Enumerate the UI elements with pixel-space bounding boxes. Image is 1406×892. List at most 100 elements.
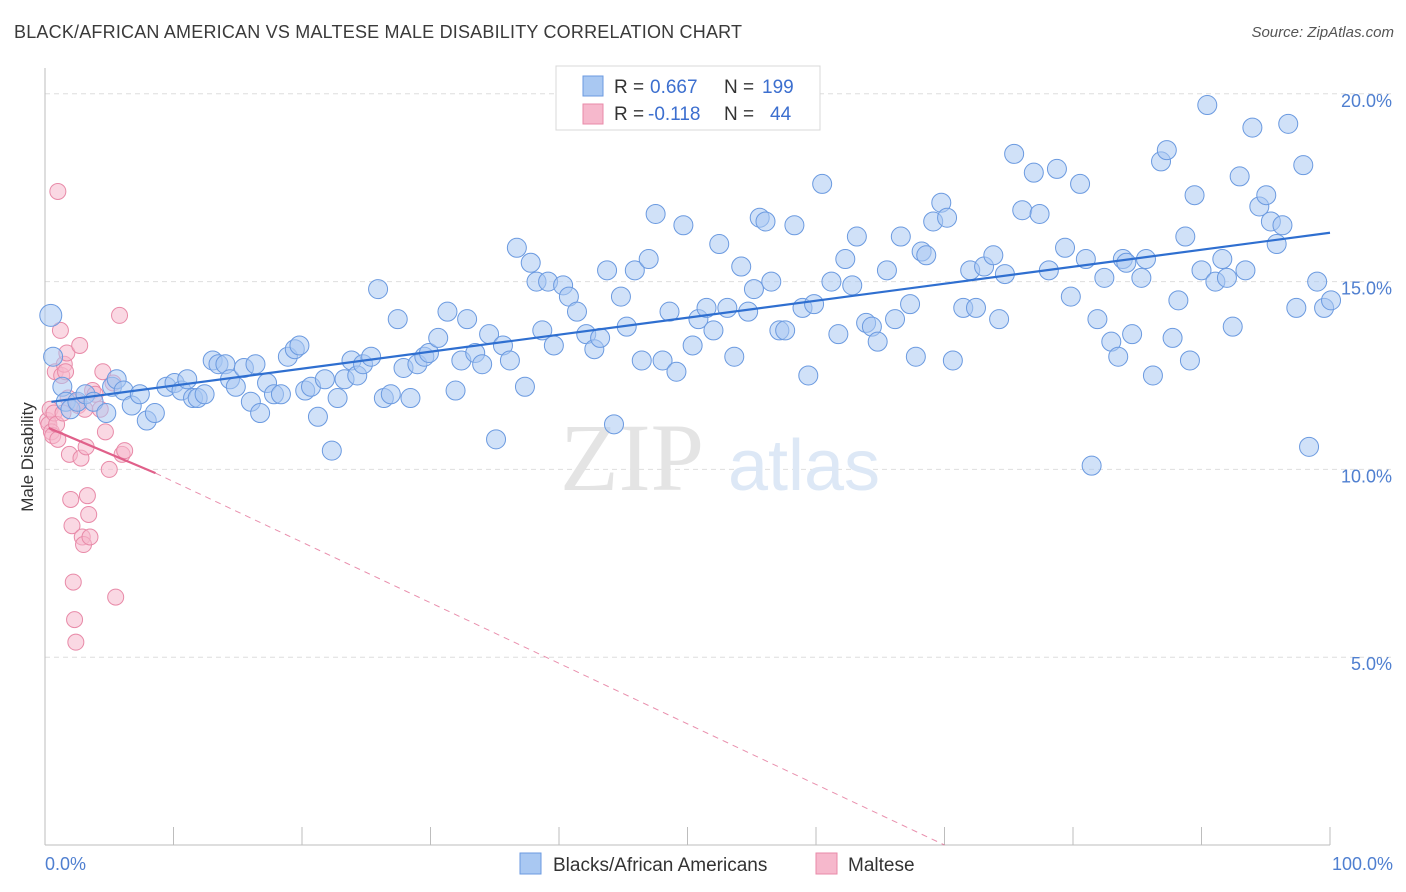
blacks-african-americans-point	[1116, 252, 1137, 273]
blacks-african-americans-point	[631, 350, 652, 371]
blacks-african-americans-point	[368, 279, 389, 300]
blacks-african-americans-point	[250, 403, 271, 424]
blacks-african-americans-point	[755, 211, 776, 232]
blacks-african-americans-point	[1029, 203, 1050, 224]
blacks-african-americans-point	[876, 260, 897, 281]
blacks-african-americans-point	[457, 309, 478, 330]
maltese-point	[51, 321, 69, 339]
blacks-african-americans-point	[144, 403, 165, 424]
blacks-african-americans-trend-line	[51, 231, 1331, 403]
blacks-african-americans-point	[1212, 249, 1233, 270]
y-tick-label-2: 15.0%	[1341, 279, 1392, 299]
blacks-african-americans-point	[682, 335, 703, 356]
blacks-african-americans-point	[842, 275, 863, 296]
blacks-african-americans-point	[1162, 327, 1183, 348]
blacks-african-americans-point	[603, 414, 624, 435]
blacks-african-americans-point	[1131, 267, 1152, 288]
blacks-african-americans-point	[1046, 158, 1067, 179]
blacks-african-americans-point	[1156, 140, 1177, 161]
blacks-african-americans-point	[673, 215, 694, 236]
maltese-point	[67, 633, 85, 651]
blacks-african-americans-point	[828, 324, 849, 345]
blacks-african-americans-point	[1179, 350, 1200, 371]
maltese-trend-line	[48, 427, 156, 475]
blacks-african-americans-point	[867, 331, 888, 352]
x-tick-label-0: 0.0%	[45, 854, 86, 874]
blacks-african-americans-point	[514, 376, 535, 397]
blacks-african-americans-point	[989, 309, 1010, 330]
blacks-african-americans-point	[43, 346, 64, 367]
blacks-african-americans-point	[437, 301, 458, 322]
legend-n-value-1: 199	[762, 77, 794, 98]
blacks-african-americans-point	[225, 376, 246, 397]
y-tick-label-3: 20.0%	[1341, 91, 1392, 111]
maltese-point	[78, 487, 96, 505]
legend-swatch-blue	[582, 75, 604, 97]
x-tick-label-1: 100.0%	[1332, 854, 1393, 874]
legend-n-label-2: N =	[724, 104, 754, 125]
blacks-african-americans-point	[890, 226, 911, 247]
blacks-african-americans-point	[784, 215, 805, 236]
maltese-points	[39, 182, 134, 651]
blacks-african-americans-point	[1081, 455, 1102, 476]
blacks-african-americans-point	[724, 346, 745, 367]
blacks-african-americans-point	[638, 249, 659, 270]
blacks-african-americans-point	[96, 403, 117, 424]
blacks-african-americans-point	[1087, 309, 1108, 330]
legend-r-value-2: -0.118	[648, 104, 700, 125]
legend-n-value-2: 44	[770, 104, 792, 125]
blacks-african-americans-point	[1055, 237, 1076, 258]
blacks-african-americans-point	[1321, 290, 1342, 311]
maltese-point	[62, 490, 80, 508]
blacks-african-americans-point	[1191, 260, 1212, 281]
blacks-african-americans-point	[543, 335, 564, 356]
blacks-african-americans-point	[821, 271, 842, 292]
blacks-african-americans-point	[1070, 173, 1091, 194]
blacks-african-americans-point	[717, 297, 738, 318]
watermark-zip: ZIP	[560, 404, 704, 511]
blacks-african-americans-point	[1242, 117, 1263, 138]
blacks-african-americans-point	[846, 226, 867, 247]
blacks-african-americans-point	[499, 350, 520, 371]
maltese-trend-extension	[155, 472, 945, 846]
blacks-african-americans-point	[731, 256, 752, 277]
blacks-african-americans-point	[1256, 185, 1277, 206]
blacks-african-americans-point	[590, 327, 611, 348]
blacks-african-americans-point	[245, 354, 266, 375]
blacks-african-americans-point	[885, 309, 906, 330]
blacks-african-americans-point	[983, 245, 1004, 266]
blacks-african-americans-point	[1293, 155, 1314, 176]
blacks-african-americans-point	[1278, 113, 1299, 134]
maltese-point	[64, 573, 82, 591]
blacks-african-americans-point	[812, 173, 833, 194]
blacks-african-americans-point	[696, 297, 717, 318]
blacks-african-americans-point	[761, 271, 782, 292]
blacks-african-americans-point	[775, 320, 796, 341]
blacks-african-americans-point	[270, 384, 291, 405]
y-tick-label-0: 5.0%	[1351, 654, 1392, 674]
trend-lines	[48, 231, 1331, 846]
blacks-african-americans-point	[1012, 200, 1033, 221]
watermark: ZIP atlas	[560, 404, 880, 511]
maltese-point	[63, 517, 81, 535]
maltese-point	[49, 182, 67, 200]
blacks-african-americans-point	[520, 252, 541, 273]
blacks-african-americans-point	[472, 354, 493, 375]
blacks-african-americans-point	[289, 335, 310, 356]
blacks-african-americans-point	[1060, 286, 1081, 307]
blacks-african-americans-point	[1235, 260, 1256, 281]
blacks-african-americans-point	[129, 384, 150, 405]
blacks-african-americans-point	[709, 234, 730, 255]
blacks-african-americans-point	[566, 301, 587, 322]
maltese-point	[66, 611, 84, 629]
bottom-legend-swatch-pink	[815, 852, 838, 875]
blacks-african-americans-point	[307, 406, 328, 427]
blacks-african-americans-point	[1222, 316, 1243, 337]
blacks-african-americans-point	[905, 346, 926, 367]
legend: R = 0.667 N = 199 R = -0.118 N = 44	[555, 65, 821, 131]
maltese-point	[96, 423, 114, 441]
maltese-point	[80, 505, 98, 523]
blacks-african-americans-point	[1272, 215, 1293, 236]
maltese-point	[100, 460, 118, 478]
